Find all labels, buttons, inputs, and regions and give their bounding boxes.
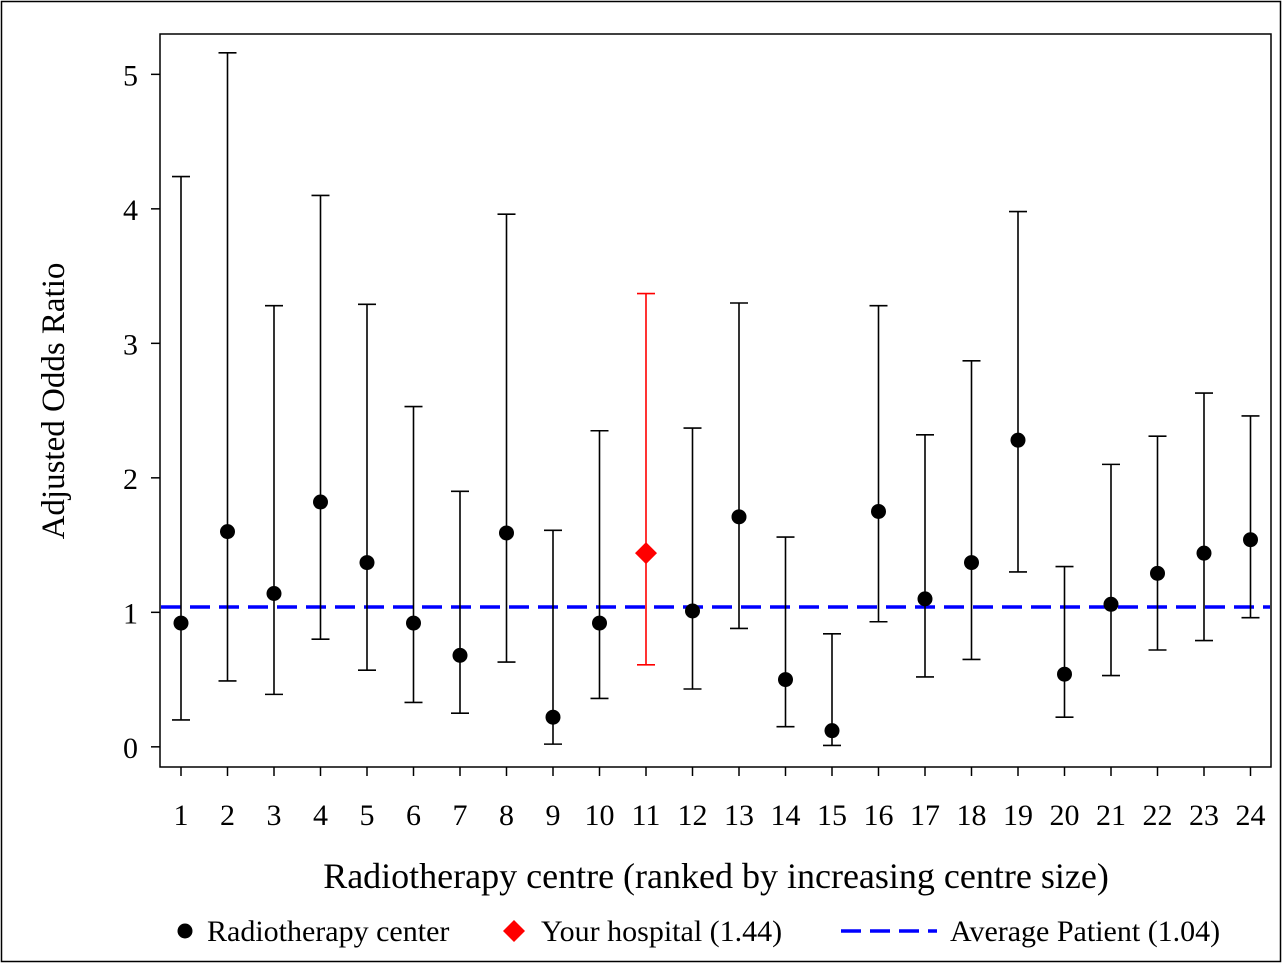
data-point	[359, 555, 375, 571]
data-point-diamond	[635, 542, 657, 565]
y-tick-label: 5	[123, 59, 138, 92]
data-point	[173, 615, 189, 631]
data-point	[545, 709, 561, 725]
data-point	[1150, 565, 1165, 581]
data-point	[313, 494, 328, 510]
data-point	[499, 525, 514, 541]
y-tick-label: 4	[123, 194, 138, 227]
legend-label-center: Radiotherapy center	[207, 915, 449, 948]
x-tick-label: 7	[453, 799, 468, 832]
x-tick-label: 2	[220, 799, 235, 832]
data-point	[964, 555, 979, 571]
data-point	[731, 509, 747, 525]
x-tick-label: 24	[1236, 799, 1266, 832]
data-point	[266, 586, 282, 602]
legend-label-hospital: Your hospital (1.44)	[541, 915, 782, 948]
x-tick-label: 10	[585, 799, 615, 832]
data-point	[220, 524, 235, 540]
x-tick-label: 14	[771, 799, 801, 832]
x-tick-label: 18	[957, 799, 987, 832]
x-tick-label: 3	[267, 799, 282, 832]
data-point	[1010, 432, 1026, 448]
x-tick-label: 20	[1050, 799, 1080, 832]
data-point	[917, 591, 933, 607]
x-tick-label: 1	[174, 799, 189, 832]
x-tick-label: 9	[546, 799, 561, 832]
data-point	[406, 615, 421, 631]
data-point	[592, 615, 607, 631]
x-tick-label: 15	[817, 799, 847, 832]
x-tick-label: 17	[910, 799, 940, 832]
data-point	[1243, 532, 1258, 548]
data-point	[452, 647, 468, 663]
y-tick-label: 0	[123, 732, 138, 765]
x-tick-label: 6	[406, 799, 421, 832]
y-tick-label: 3	[123, 328, 138, 361]
legend-marker-hospital	[503, 920, 525, 942]
x-tick-label: 5	[360, 799, 375, 832]
data-point	[778, 672, 793, 688]
plot-frame	[159, 33, 1272, 768]
data-point	[871, 503, 886, 519]
x-tick-label: 23	[1189, 799, 1219, 832]
x-tick-label: 8	[499, 799, 514, 832]
data-point	[1196, 545, 1212, 561]
x-axis-label: Radiotherapy centre (ranked by increasin…	[323, 856, 1109, 896]
x-tick-label: 4	[313, 799, 328, 832]
x-tick-label: 13	[724, 799, 754, 832]
data-point	[685, 603, 700, 619]
data-point	[824, 723, 840, 739]
y-axis-label: Adjusted Odds Ratio	[36, 263, 72, 540]
x-tick-label: 21	[1096, 799, 1126, 832]
x-tick-label: 22	[1143, 799, 1173, 832]
x-tick-label: 19	[1003, 799, 1033, 832]
y-tick-label: 1	[123, 597, 138, 630]
x-tick-label: 16	[864, 799, 894, 832]
x-tick-label: 11	[632, 799, 661, 832]
y-tick-label: 2	[123, 463, 138, 496]
data-point	[1057, 666, 1072, 682]
legend-marker-center	[177, 923, 193, 939]
legend-label-average: Average Patient (1.04)	[950, 915, 1220, 948]
legend: Radiotherapy center Your hospital (1.44) A…	[177, 915, 1220, 948]
data-point	[1103, 596, 1119, 612]
x-tick-label: 12	[678, 799, 708, 832]
